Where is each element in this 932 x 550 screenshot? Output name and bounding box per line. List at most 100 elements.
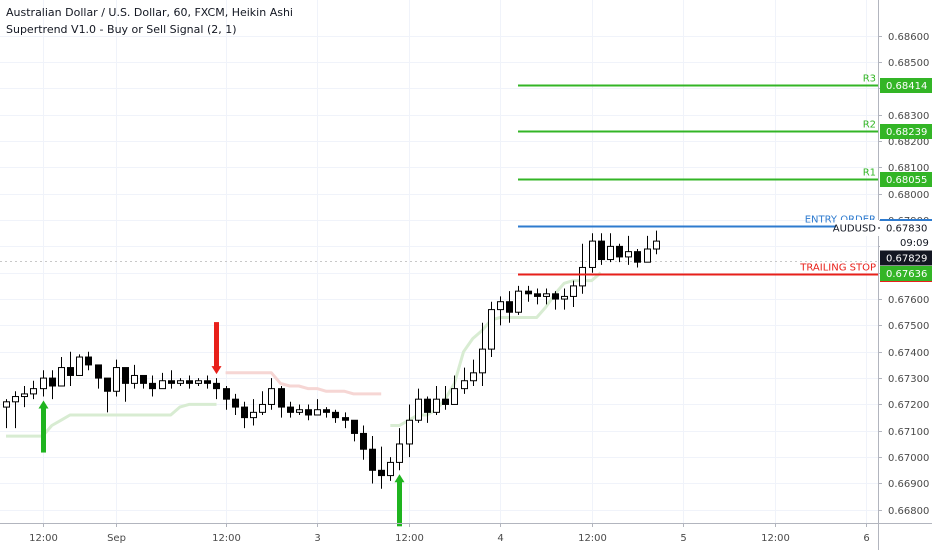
candle-body-bear bbox=[305, 409, 312, 416]
candle-body-bull bbox=[470, 372, 477, 382]
candle-body-bull bbox=[579, 266, 586, 287]
indicator-label: Supertrend V1.0 - Buy or Sell Signal (2,… bbox=[6, 23, 237, 36]
candle bbox=[589, 233, 596, 273]
candle-body-bull bbox=[21, 393, 28, 398]
candle-body-bear bbox=[232, 398, 239, 408]
buy-arrow-shaft bbox=[397, 481, 402, 527]
candle bbox=[168, 370, 175, 389]
candle-body-bull bbox=[625, 251, 632, 258]
candle-body-bear bbox=[342, 417, 349, 421]
time-tick-label: 12:00 bbox=[761, 533, 790, 544]
signal-arrows bbox=[38, 322, 405, 527]
candle-body-bull bbox=[479, 348, 486, 374]
candle bbox=[415, 388, 422, 423]
candle bbox=[76, 354, 83, 376]
countdown-bg bbox=[880, 236, 932, 250]
candle-body-bear bbox=[95, 364, 102, 379]
sell-arrow-shaft bbox=[214, 322, 219, 368]
level-price-tag-text: 0.68239 bbox=[886, 127, 927, 138]
candle-body-bull bbox=[543, 293, 550, 297]
price-tick-label: 0.67300 bbox=[888, 374, 929, 385]
candle bbox=[223, 386, 230, 410]
candle bbox=[369, 436, 376, 484]
buy-arrow-head bbox=[394, 474, 405, 483]
symbol-label-bg bbox=[836, 220, 879, 236]
price-tick-label: 0.67100 bbox=[888, 427, 929, 438]
supertrend-price-tag bbox=[880, 266, 932, 281]
candle-body-bear bbox=[634, 251, 641, 263]
candle-body-bear bbox=[552, 293, 559, 300]
candle-body-bull bbox=[58, 367, 65, 387]
candle-body-bull bbox=[131, 374, 138, 384]
candle bbox=[278, 386, 285, 418]
candle-body-bear bbox=[598, 240, 605, 261]
candle-body-bull bbox=[3, 401, 10, 408]
price-tick-label: 0.67600 bbox=[888, 295, 929, 306]
candle bbox=[305, 404, 312, 421]
candle-body-bear bbox=[616, 245, 623, 258]
candle-body-bull bbox=[461, 380, 468, 390]
symbol-label: AUDUSD bbox=[833, 224, 877, 235]
price-tick-label: 0.67500 bbox=[888, 321, 929, 332]
candle bbox=[85, 351, 92, 371]
level-label: TRAILING STOP bbox=[799, 263, 876, 274]
candle bbox=[259, 391, 266, 415]
price-tick-label: 0.68600 bbox=[888, 32, 929, 43]
candle bbox=[250, 399, 257, 426]
candle bbox=[268, 378, 275, 410]
time-tick-label: Sep bbox=[107, 533, 126, 544]
candle bbox=[470, 359, 477, 387]
candle bbox=[360, 425, 367, 460]
candle bbox=[241, 401, 248, 429]
price-tick-label: 0.67200 bbox=[888, 400, 929, 411]
candle bbox=[561, 288, 568, 310]
candle-body-bear bbox=[140, 374, 147, 384]
candle-body-bull bbox=[644, 248, 651, 263]
candle-body-bull bbox=[488, 309, 495, 350]
buy-arrow bbox=[394, 474, 405, 527]
countdown: 09:09 bbox=[900, 238, 929, 249]
time-axis[interactable]: 12:00 Sep 12:00 3 12:00 4 12:00 5 12:00 6 bbox=[29, 523, 870, 544]
candle bbox=[570, 280, 577, 307]
candle bbox=[378, 446, 385, 489]
candle-body-bull bbox=[607, 245, 614, 261]
candle-body-bear bbox=[525, 290, 532, 295]
candle-body-bull bbox=[296, 409, 303, 413]
candle-body-bull bbox=[497, 301, 504, 311]
candle bbox=[451, 375, 458, 405]
candle-body-bear bbox=[49, 377, 56, 387]
candle-body-bull bbox=[653, 240, 660, 250]
candle bbox=[213, 378, 220, 400]
price-tick-label: 0.68000 bbox=[888, 190, 929, 201]
candle bbox=[95, 364, 102, 389]
time-tick-label: 5 bbox=[680, 533, 686, 544]
candle bbox=[332, 409, 339, 423]
candle-body-bear bbox=[506, 301, 513, 313]
candle-body-bull bbox=[76, 356, 83, 376]
candle bbox=[644, 235, 651, 263]
level-price-tag-text: 0.68414 bbox=[886, 81, 927, 92]
level-label: R2 bbox=[863, 120, 876, 131]
candle bbox=[342, 412, 349, 429]
price-tick-label: 0.68300 bbox=[888, 111, 929, 122]
candle bbox=[58, 357, 65, 387]
candle bbox=[424, 396, 431, 423]
level-label: R3 bbox=[863, 74, 876, 85]
supertrend-price-tag-text: 0.67636 bbox=[886, 269, 927, 280]
time-tick-label: 12:00 bbox=[29, 533, 58, 544]
candle bbox=[314, 399, 321, 416]
candle-body-bear bbox=[186, 380, 193, 384]
symbol-price-bg bbox=[880, 221, 932, 235]
candle bbox=[195, 378, 202, 387]
candle bbox=[461, 367, 468, 394]
sell-arrow-head bbox=[211, 366, 222, 375]
candle-body-bear bbox=[149, 382, 156, 390]
chart-title: Australian Dollar / U.S. Dollar, 60, FXC… bbox=[6, 6, 293, 19]
candle-body-bull bbox=[12, 396, 19, 403]
candle-body-bear bbox=[534, 293, 541, 297]
candle bbox=[21, 386, 28, 408]
candle-body-bull bbox=[314, 409, 321, 416]
candle-body-bear bbox=[278, 388, 285, 408]
candle bbox=[67, 351, 74, 387]
